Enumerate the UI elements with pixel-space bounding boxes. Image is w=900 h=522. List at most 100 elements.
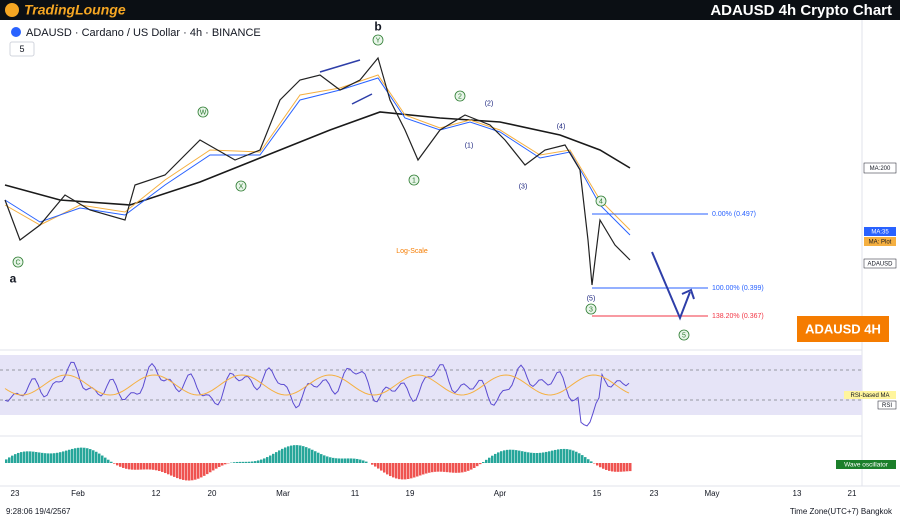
wave-label: X bbox=[239, 183, 244, 190]
wave-marker bbox=[12, 256, 24, 268]
oscillator-bar bbox=[410, 463, 413, 479]
oscillator-bar bbox=[542, 452, 545, 463]
symbol-badge bbox=[797, 316, 889, 342]
oscillator-bar bbox=[329, 457, 332, 463]
oscillator-bar bbox=[143, 463, 146, 470]
oscillator-bar bbox=[191, 463, 194, 481]
oscillator-bar bbox=[293, 445, 296, 463]
oscillator-bar bbox=[248, 461, 251, 463]
oscillator-bar bbox=[347, 458, 350, 463]
oscillator-bar bbox=[629, 463, 632, 472]
wave-label: (3) bbox=[519, 183, 528, 190]
oscillator-bar bbox=[68, 449, 71, 463]
oscillator-bar bbox=[407, 463, 410, 480]
oscillator-bar bbox=[524, 451, 527, 463]
oscillator-bar bbox=[242, 461, 245, 463]
oscillator-bar bbox=[71, 448, 74, 463]
pane-tag bbox=[877, 400, 897, 410]
oscillator-bar bbox=[434, 463, 437, 472]
oscillator-bar bbox=[50, 453, 53, 463]
wave-label: (5) bbox=[587, 295, 596, 302]
oscillator-bar bbox=[104, 457, 107, 463]
oscillator-bar bbox=[602, 463, 605, 469]
time-label: 21 bbox=[848, 489, 857, 498]
oscillator-bar bbox=[302, 446, 305, 463]
oscillator-bar bbox=[623, 463, 626, 472]
oscillator-bar bbox=[533, 452, 536, 463]
oscillator-bar bbox=[479, 463, 482, 465]
oscillator-bar bbox=[548, 451, 551, 463]
oscillator-bar bbox=[401, 463, 404, 480]
oscillator-bar bbox=[617, 463, 620, 472]
oscillator-bar bbox=[314, 451, 317, 463]
oscillator-bar bbox=[431, 463, 434, 473]
oscillator-bar bbox=[119, 463, 122, 467]
oscillator-bar bbox=[557, 449, 560, 463]
oscillator-bar bbox=[128, 463, 131, 470]
oscillator-bar bbox=[344, 458, 347, 463]
oscillator-bar bbox=[116, 463, 119, 466]
oscillator-bar bbox=[389, 463, 392, 477]
oscillator-bar bbox=[125, 463, 128, 469]
oscillator-bar bbox=[62, 451, 65, 463]
oscillator-bar bbox=[551, 450, 554, 463]
oscillator-bar bbox=[545, 451, 548, 463]
oscillator-bar bbox=[554, 449, 557, 463]
oscillator-bar bbox=[578, 453, 581, 463]
oscillator-bar bbox=[233, 462, 236, 463]
oscillator-bar bbox=[299, 445, 302, 463]
price-tag bbox=[864, 227, 896, 236]
oscillator-bar bbox=[113, 463, 116, 464]
price-tag-label: MA:200 bbox=[870, 166, 891, 172]
oscillator-bar bbox=[14, 454, 17, 463]
oscillator-bar bbox=[263, 458, 266, 463]
time-label: Feb bbox=[71, 489, 85, 498]
oscillator-bar bbox=[200, 463, 203, 478]
oscillator-bar bbox=[212, 463, 215, 471]
oscillator-bar bbox=[65, 450, 68, 463]
oscillator-bar bbox=[131, 463, 134, 470]
oscillator-bar bbox=[395, 463, 398, 479]
logo: TradingLounge bbox=[24, 2, 126, 18]
oscillator-bar bbox=[317, 452, 320, 463]
oscillator-bar bbox=[83, 447, 86, 463]
oscillator-bar bbox=[449, 463, 452, 473]
oscillator-bar bbox=[59, 452, 62, 463]
time-label: May bbox=[704, 489, 719, 498]
oscillator-bar bbox=[158, 463, 161, 472]
price-tag bbox=[863, 258, 897, 269]
oscillator-bar bbox=[23, 451, 26, 463]
oscillator-bar bbox=[470, 463, 473, 470]
oscillator-bar bbox=[611, 463, 614, 472]
oscillator-bar bbox=[494, 453, 497, 463]
time-axis: 23 Feb 12 20 Mar 11 19 Apr 15 23 May 13 21 bbox=[11, 489, 857, 498]
oscillator-bar bbox=[377, 463, 380, 469]
time-label: Apr bbox=[494, 489, 507, 498]
oscillator-bar bbox=[620, 463, 623, 472]
oscillator-bar bbox=[188, 463, 191, 481]
oscillator-bar bbox=[89, 449, 92, 463]
logo-icon bbox=[5, 3, 19, 17]
oscillator-bar bbox=[38, 452, 41, 463]
oscillator-bar bbox=[266, 457, 269, 463]
oscillator-bar bbox=[404, 463, 407, 480]
oscillator-bar bbox=[110, 461, 113, 463]
wave-label: 3 bbox=[589, 306, 593, 313]
oscillator-bar bbox=[626, 463, 629, 472]
symbol-info: ADAUSD · Cardano / US Dollar · 4h · BINA… bbox=[26, 27, 261, 39]
indicator-toggle[interactable] bbox=[9, 41, 35, 57]
oscillator-bar bbox=[17, 452, 20, 463]
oscillator-bar bbox=[323, 455, 326, 463]
oscillator-bar bbox=[251, 461, 254, 463]
oscillator-bar bbox=[587, 459, 590, 463]
oscillator-bar bbox=[206, 463, 209, 475]
oscillator-bar bbox=[386, 463, 389, 475]
page-title: ADAUSD 4h Crypto Chart bbox=[710, 2, 892, 19]
oscillator-bar bbox=[581, 455, 584, 463]
oscillator-bar bbox=[332, 457, 335, 463]
oscillator-bar bbox=[203, 463, 206, 476]
channel-line bbox=[319, 59, 361, 73]
oscillator-bar bbox=[134, 463, 137, 470]
